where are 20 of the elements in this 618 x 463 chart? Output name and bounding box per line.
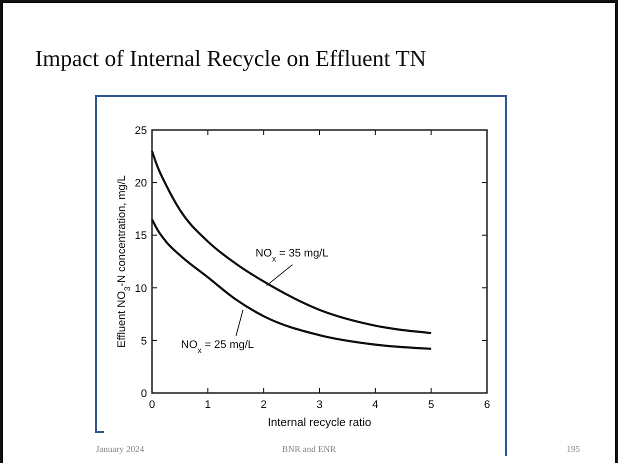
x-tick-label: 2 [260, 399, 267, 411]
y-tick-label: 5 [140, 335, 147, 348]
x-tick-label: 3 [316, 399, 323, 411]
chart-title: Impact of Internal Recycle on Effluent TN [35, 46, 427, 71]
y-tick-label: 20 [134, 178, 147, 190]
annotation: NO$_{x}$ = 35 mg/L [255, 248, 328, 264]
text: January 2024 [96, 444, 145, 454]
annotation: NO$_{x}$ = 25 mg/L [181, 338, 254, 354]
y-tick-label: 15 [134, 230, 147, 242]
x-axis-title: Internal recycle ratio [268, 417, 372, 429]
x-tick-label: 5 [428, 399, 434, 411]
y-tick-label: 25 [134, 125, 147, 137]
text: 195 [566, 444, 580, 454]
text: BNR and ENR [282, 444, 336, 454]
x-tick-label: 4 [372, 399, 378, 411]
x-tick-label: 6 [484, 399, 490, 411]
x-tick-label: 1 [204, 399, 211, 411]
y-tick-label: 0 [140, 388, 147, 400]
x-tick-label: 0 [148, 399, 156, 411]
y-tick-label: 10 [134, 282, 147, 295]
